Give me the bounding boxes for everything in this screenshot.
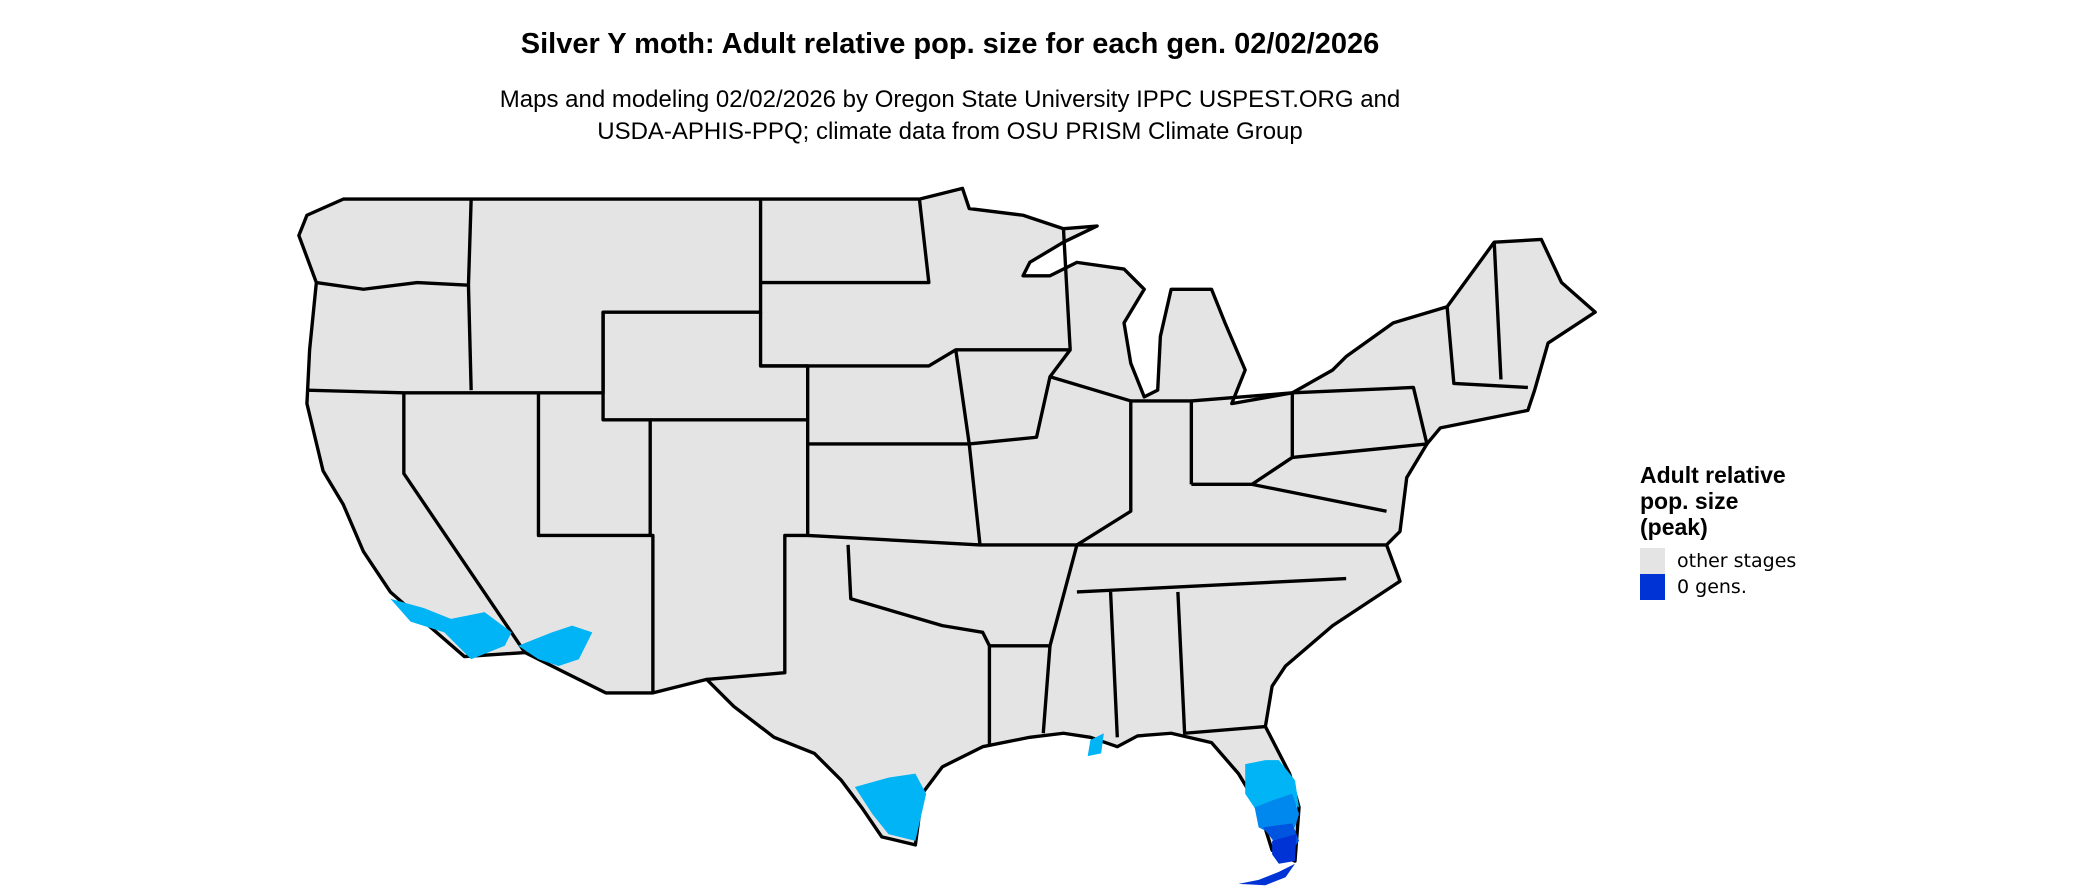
pop-size-raster bbox=[390, 598, 1300, 886]
legend-swatch-other-stages bbox=[1640, 548, 1665, 574]
legend-item-other-stages: other stages bbox=[1640, 548, 1796, 574]
state-borders bbox=[306, 198, 1528, 747]
legend-title-line3: (peak) bbox=[1640, 514, 1708, 540]
legend-title-line1: Adult relative bbox=[1640, 462, 1786, 488]
legend-label: other stages bbox=[1677, 550, 1797, 572]
florida-keys bbox=[1238, 863, 1295, 886]
louisiana-light-blue-area bbox=[1087, 733, 1104, 757]
legend-label: 0 gens. bbox=[1677, 576, 1747, 598]
map-title: Silver Y moth: Adult relative pop. size … bbox=[520, 28, 1380, 60]
california-light-blue-area bbox=[390, 598, 512, 660]
texas-light-blue-area bbox=[854, 773, 927, 841]
map-subtitle-line1: Maps and modeling 02/02/2026 by Oregon S… bbox=[499, 86, 1401, 113]
florida-dark-blue-area bbox=[1272, 834, 1297, 864]
arizona-light-blue-area bbox=[518, 625, 593, 666]
legend-title-line2: pop. size bbox=[1640, 488, 1739, 514]
legend: Adult relative pop. size (peak) other st… bbox=[1640, 462, 1796, 600]
conus-landmass bbox=[297, 186, 1597, 863]
legend-item-0-gens: 0 gens. bbox=[1640, 574, 1796, 600]
legend-swatch-0-gens bbox=[1640, 574, 1665, 600]
map-subtitle-line2: USDA-APHIS-PPQ; climate data from OSU PR… bbox=[597, 118, 1303, 145]
